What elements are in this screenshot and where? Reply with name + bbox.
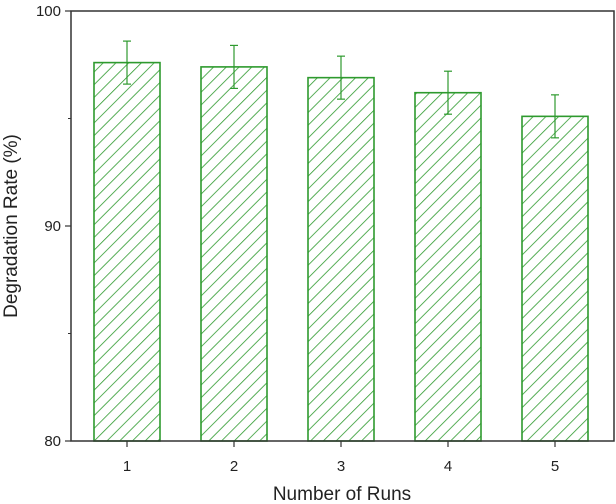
bars-layer (93, 61, 589, 442)
bar-run-3 (307, 76, 375, 442)
y-tick-label-100: 100 (36, 3, 61, 20)
x-tick-label-4: 4 (444, 458, 452, 475)
x-tick-label-5: 5 (551, 458, 559, 475)
x-tick-label-2: 2 (230, 458, 238, 475)
bar-run-2 (200, 66, 268, 442)
y-tick-label-90: 90 (44, 218, 61, 235)
x-tick-label-1: 1 (123, 458, 131, 475)
y-axis-title: Degradation Rate (%) (1, 134, 22, 318)
bar-run-4 (414, 91, 482, 442)
bar-run-1 (93, 61, 161, 442)
bar-run-5 (521, 115, 589, 442)
ticks-layer: 1 2 3 4 5 80 90 100 (36, 3, 559, 475)
error-bars-layer (123, 40, 559, 139)
y-tick-label-80: 80 (44, 433, 61, 450)
x-axis-title: Number of Runs (273, 484, 411, 504)
x-tick-label-3: 3 (337, 458, 345, 475)
